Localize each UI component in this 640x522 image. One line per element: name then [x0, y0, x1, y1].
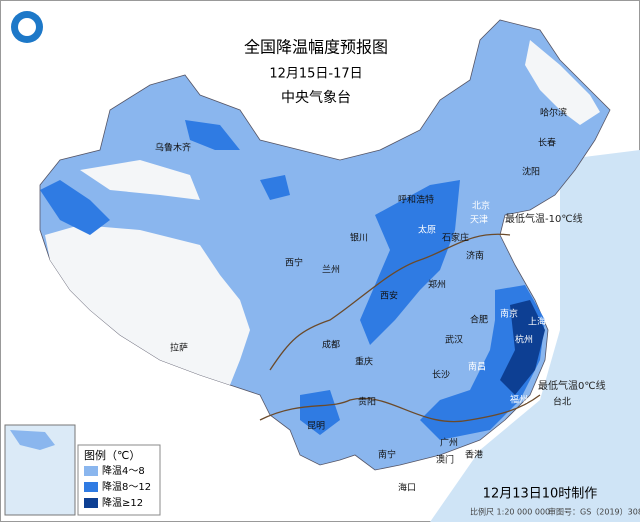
cooling-patch	[360, 180, 460, 345]
city: 郑州	[428, 279, 446, 291]
city: 呼和浩特	[398, 194, 434, 206]
city: 南京	[500, 308, 518, 320]
city: 上海	[528, 316, 546, 328]
issuer: 中央气象台	[281, 90, 351, 106]
isotherm-minus10	[269, 233, 511, 371]
city: 福州	[510, 394, 528, 406]
city: 西安	[380, 290, 398, 302]
legend-label: 降温8～12	[102, 480, 151, 493]
date-range: 12月15日-17日	[269, 67, 362, 82]
city: 长沙	[432, 369, 450, 381]
city: 海口	[398, 482, 416, 494]
no-cooling-basin	[80, 160, 200, 200]
city: 澳门	[436, 454, 454, 466]
city: 香港	[465, 449, 483, 461]
issued-time: 12月13日10时制作	[483, 487, 598, 502]
city: 重庆	[355, 356, 373, 368]
city: 哈尔滨	[540, 107, 567, 119]
legend: 图例（℃） 降温4～8 降温8～12 降温≥12	[77, 444, 161, 516]
legend-swatch	[84, 482, 98, 492]
city: 沈阳	[522, 166, 540, 178]
inset	[4, 424, 76, 516]
city: 西宁	[285, 257, 303, 269]
city: 杭州	[515, 334, 533, 346]
isotherm-0	[259, 394, 541, 423]
city-labels: 乌鲁木齐 哈尔滨 长春 沈阳 北京 天津 呼和浩特 太原 石家庄 银川 西宁 兰…	[155, 107, 571, 494]
city: 兰州	[322, 264, 340, 276]
city: 银川	[350, 232, 368, 244]
city: 武汉	[445, 334, 463, 346]
scale: 比例尺 1:20 000 000	[470, 507, 550, 517]
inset-land	[10, 430, 55, 450]
legend-swatch	[84, 498, 98, 508]
annotation: 最低气温-10℃线	[505, 212, 583, 225]
city: 济南	[466, 250, 484, 262]
city: 合肥	[470, 314, 488, 326]
city: 石家庄	[442, 232, 469, 244]
city: 台北	[553, 396, 571, 408]
cooling-patch	[300, 390, 340, 435]
logo-inner	[18, 18, 36, 36]
city: 成都	[322, 339, 340, 351]
cooling-patch	[185, 120, 240, 150]
title: 全国降温幅度预报图	[244, 38, 388, 57]
city: 南宁	[378, 449, 396, 461]
city: 北京	[472, 200, 490, 212]
city: 拉萨	[170, 342, 188, 354]
city: 乌鲁木齐	[155, 142, 191, 154]
city: 贵阳	[358, 396, 376, 408]
city: 广州	[440, 437, 458, 449]
cooling-patch-strong	[500, 300, 545, 395]
legend-title: 图例（℃）	[84, 448, 140, 462]
cooling-patch	[260, 175, 290, 200]
legend-swatch	[84, 466, 98, 476]
no-cooling-west	[45, 225, 250, 385]
city: 昆明	[307, 421, 325, 432]
sea	[430, 150, 640, 522]
cooling-patch	[40, 180, 110, 235]
annotation: 最低气温0℃线	[538, 379, 606, 392]
approval: 审图号：GS（2019）3082号	[548, 507, 640, 517]
city: 长春	[538, 137, 556, 149]
no-cooling-ne	[525, 40, 600, 125]
city: 南昌	[468, 361, 486, 373]
legend-label: 降温4～8	[102, 464, 145, 477]
legend-label: 降温≥12	[102, 496, 143, 509]
city: 天津	[470, 215, 488, 226]
city: 太原	[418, 224, 436, 236]
